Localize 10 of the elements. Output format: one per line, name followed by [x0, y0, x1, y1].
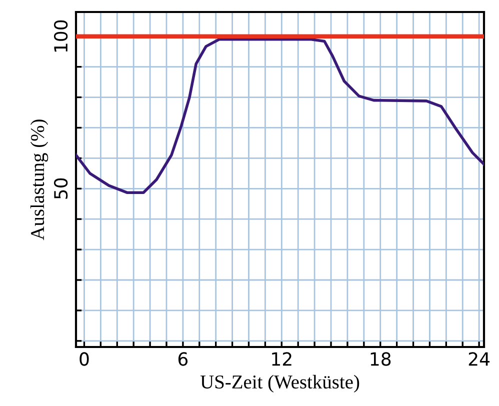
x-axis-title: US-Zeit (Westküste) [200, 374, 360, 393]
y-tick-label: 50 [54, 178, 68, 199]
x-tick-label: 18 [370, 352, 391, 366]
x-tick-label: 12 [272, 352, 292, 366]
x-tick-label: 0 [80, 352, 89, 366]
x-tick-label: 6 [178, 352, 188, 366]
y-axis-title: Auslastung (%) [30, 120, 48, 240]
x-tick-label: 24 [468, 352, 490, 366]
y-tick-label: 100 [54, 20, 68, 52]
line-series [76, 38, 484, 194]
